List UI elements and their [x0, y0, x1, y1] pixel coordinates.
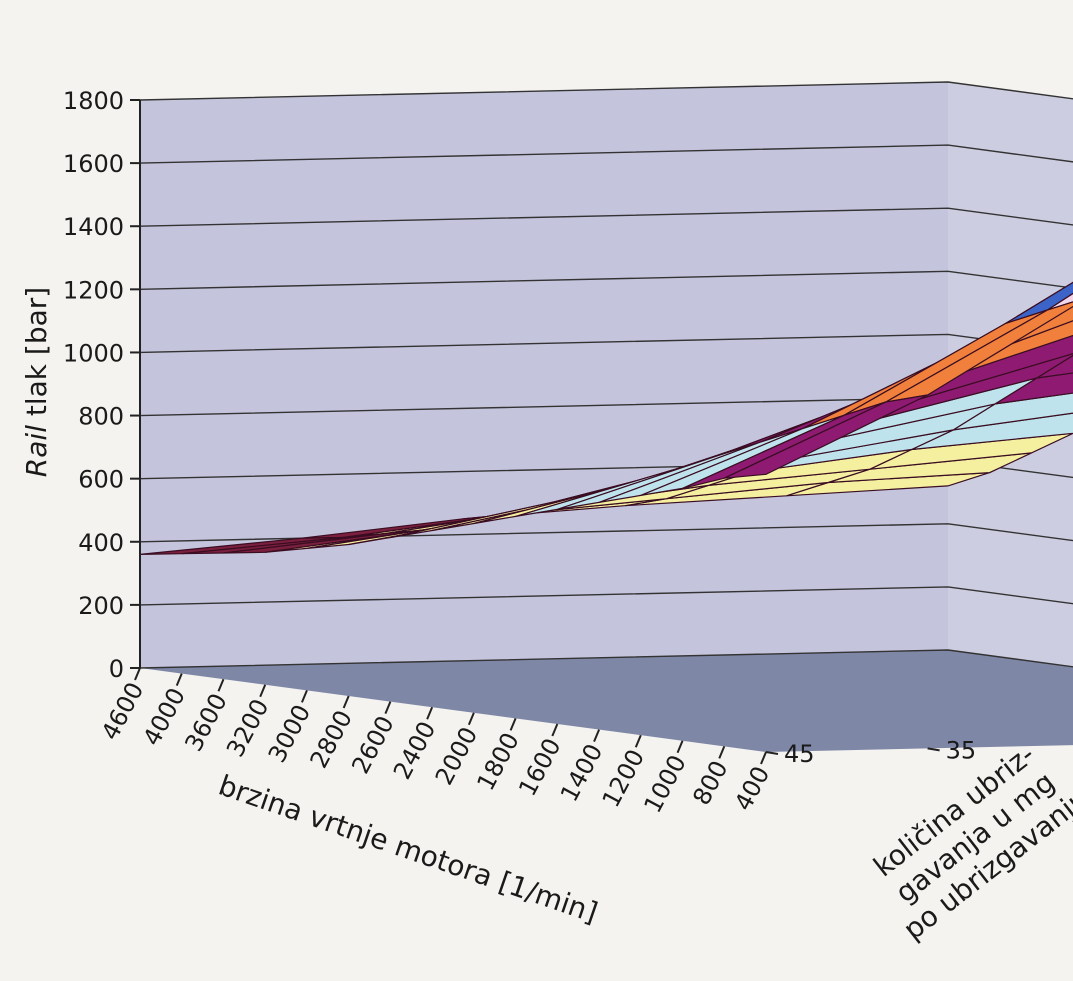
- x-tick-mark: [426, 706, 434, 720]
- z-axis-title: Rail tlak [bar]: [20, 287, 53, 477]
- z-tick-label: 800: [78, 403, 124, 431]
- x-tick-mark: [634, 734, 642, 748]
- x-axis-title: brzina vrtnje motora [1/min]: [214, 769, 601, 930]
- z-tick-label: 200: [78, 592, 124, 620]
- wall-gridlines: [139, 81, 1073, 669]
- wall-gridline: [139, 333, 1073, 354]
- wall-gridline: [139, 207, 1073, 227]
- z-tick-label: 1200: [63, 276, 124, 304]
- left-wall: [140, 82, 948, 668]
- z-tick-label: 400: [78, 529, 124, 557]
- y-tick-label: 45: [784, 740, 815, 768]
- z-tick-label: 1400: [63, 213, 124, 241]
- x-tick-mark: [342, 695, 350, 709]
- x-tick-mark: [551, 723, 559, 737]
- x-tick-mark: [175, 673, 183, 686]
- x-tick-label: 400: [729, 762, 775, 816]
- surface-cell: [724, 394, 928, 479]
- y-tick-mark: [765, 751, 779, 755]
- wall-gridline: [139, 523, 1073, 543]
- x-tick-mark: [301, 690, 308, 703]
- x-tick-mark: [593, 729, 600, 742]
- x-tick-mark: [509, 718, 517, 731]
- wall-gridline: [139, 144, 1073, 164]
- z-tick-label: 1800: [63, 87, 124, 115]
- x-tick-mark: [384, 701, 392, 714]
- y-tick-mark: [927, 747, 940, 752]
- chart-walls: [140, 82, 1073, 752]
- z-tick-label: 1600: [63, 150, 124, 178]
- x-tick-mark: [676, 740, 684, 754]
- x-tick-mark: [467, 712, 475, 726]
- z-axis-ticks: 0 200 400 600 800 1000 1200 1400 1600 1800: [63, 87, 141, 683]
- z-tick-label: 0: [109, 655, 124, 683]
- x-tick-mark: [718, 746, 726, 759]
- pressure-surface: [139, 281, 1073, 555]
- wall-gridline: [139, 586, 1073, 606]
- z-tick-label: 600: [78, 466, 124, 494]
- y-axis-ticks: 51015203545: [765, 736, 977, 768]
- wall-gridline: [139, 270, 1073, 290]
- surface-cell: [1047, 292, 1073, 311]
- x-tick-mark: [134, 667, 141, 681]
- x-tick-mark: [217, 678, 225, 692]
- wall-gridline: [139, 81, 1073, 101]
- x-tick-label: 800: [687, 756, 733, 810]
- floor: [140, 650, 1073, 752]
- wall-gridline: [139, 649, 1073, 669]
- x-tick-mark: [760, 751, 767, 765]
- z-tick-label: 1000: [63, 339, 124, 367]
- y-tick-label: 35: [946, 736, 977, 764]
- x-tick-mark: [259, 684, 267, 698]
